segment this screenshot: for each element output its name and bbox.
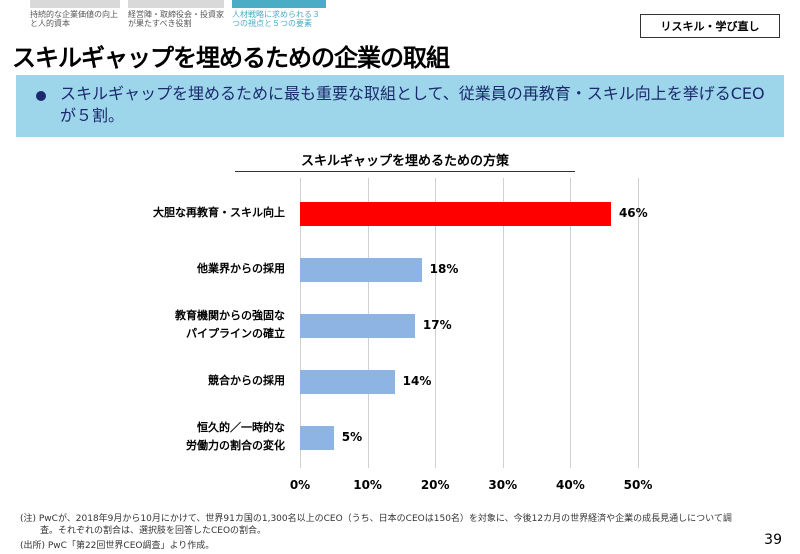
data-label: 5% — [341, 430, 363, 444]
x-tick-label: 50% — [623, 478, 653, 492]
source-note: (出所) PwC「第22回世界CEO調査」より作成。 — [20, 541, 215, 551]
note-line-1: (注) PwCが、2018年9月から10月にかけて、世界91カ国の1,300名以… — [20, 514, 732, 524]
chart-title: スキルギャップを埋めるための方策 — [300, 154, 509, 169]
data-label: 46% — [618, 206, 648, 220]
data-label: 14% — [402, 374, 432, 388]
section-pill: リスキル・学び直し — [640, 14, 780, 38]
gridline — [638, 178, 639, 468]
x-tick-label: 0% — [289, 478, 311, 492]
gridline — [570, 178, 572, 468]
tab-2[interactable] — [128, 0, 224, 8]
tab-3[interactable] — [232, 0, 326, 8]
bar — [300, 314, 415, 338]
category-label: 大胆な再教育・スキル向上 — [153, 206, 285, 219]
gridline — [435, 178, 437, 468]
tab-label: 人材戦略に求められる３つの視点と５つの要素 — [232, 10, 320, 28]
category-label: 競合からの採用 — [208, 374, 285, 387]
bar — [300, 370, 395, 394]
bar — [300, 258, 422, 282]
note-line-2: 査。それぞれの割合は、選択肢を回答したCEOの割合。 — [40, 526, 267, 536]
tab-1[interactable] — [30, 0, 120, 8]
data-label: 18% — [429, 262, 459, 276]
category-label: 教育機関からの強固な パイプラインの確立 — [175, 309, 285, 340]
bar — [300, 202, 611, 226]
page-number: 39 — [764, 532, 782, 548]
gridline — [502, 178, 504, 468]
summary-band: スキルギャップを埋めるために最も重要な取組として、従業員の再教育・スキル向上を挙… — [16, 75, 784, 137]
bullet-icon — [36, 91, 46, 101]
tab-label: 持続的な企業価値の向上と人的資本 — [30, 10, 118, 28]
category-label: 恒久的／一時的な 労働力の割合の変化 — [186, 421, 285, 452]
category-label: 他業界からの採用 — [197, 262, 285, 275]
chart-title-underline — [235, 171, 575, 172]
x-tick-label: 10% — [353, 478, 382, 492]
x-tick-label: 30% — [488, 478, 518, 492]
page-title: スキルギャップを埋めるための企業の取組 — [12, 44, 450, 72]
summary-text: スキルギャップを埋めるために最も重要な取組として、従業員の再教育・スキル向上を挙… — [60, 84, 765, 125]
x-tick-label: 40% — [556, 478, 585, 492]
bar — [300, 426, 334, 450]
x-tick-label: 20% — [420, 478, 450, 492]
tab-label: 経営陣・取締役会・投資家が果たすべき役割 — [128, 10, 224, 28]
data-label: 17% — [422, 318, 452, 332]
